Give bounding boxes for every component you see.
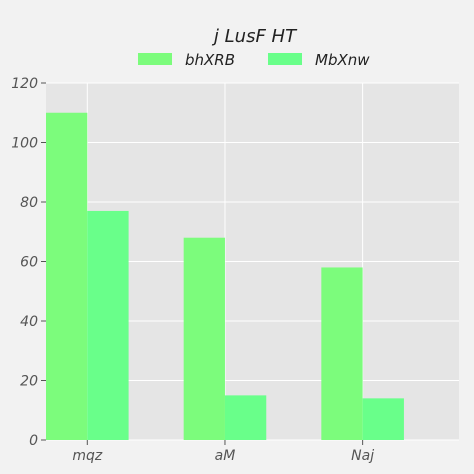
x-tick-label: mqz	[72, 448, 103, 464]
x-axis-ticks: mqz aM Naj	[72, 440, 374, 464]
bar-bhxrb-mqz	[46, 112, 88, 440]
y-tick-label: 0	[29, 433, 38, 449]
y-tick-label: 120	[11, 76, 38, 92]
y-tick-label: 20	[20, 374, 38, 390]
bar-mbxnw-naj	[362, 398, 404, 440]
x-tick-label: aM	[215, 448, 236, 464]
legend: bhXRB MbXnw	[138, 51, 370, 69]
bars	[46, 112, 404, 440]
bar-mbxnw-mqz	[87, 210, 129, 440]
bar-mbxnw-am	[224, 395, 267, 440]
y-axis-ticks: 0 20 40 60 80 100 120	[11, 76, 46, 449]
bar-bhxrb-am	[183, 237, 225, 440]
y-tick-label: 80	[20, 195, 38, 211]
legend-label-bhxrb: bhXRB	[185, 51, 235, 69]
x-tick-label: Naj	[351, 448, 374, 464]
legend-swatch-mbxnw	[268, 53, 302, 65]
y-tick-label: 100	[11, 136, 38, 152]
chart-title: j LusF HT	[211, 26, 298, 47]
y-tick-label: 60	[20, 255, 38, 271]
bar-bhxrb-naj	[321, 267, 363, 440]
y-tick-label: 40	[20, 314, 38, 330]
legend-label-mbxnw: MbXnw	[315, 51, 370, 69]
legend-swatch-bhxrb	[138, 53, 172, 65]
